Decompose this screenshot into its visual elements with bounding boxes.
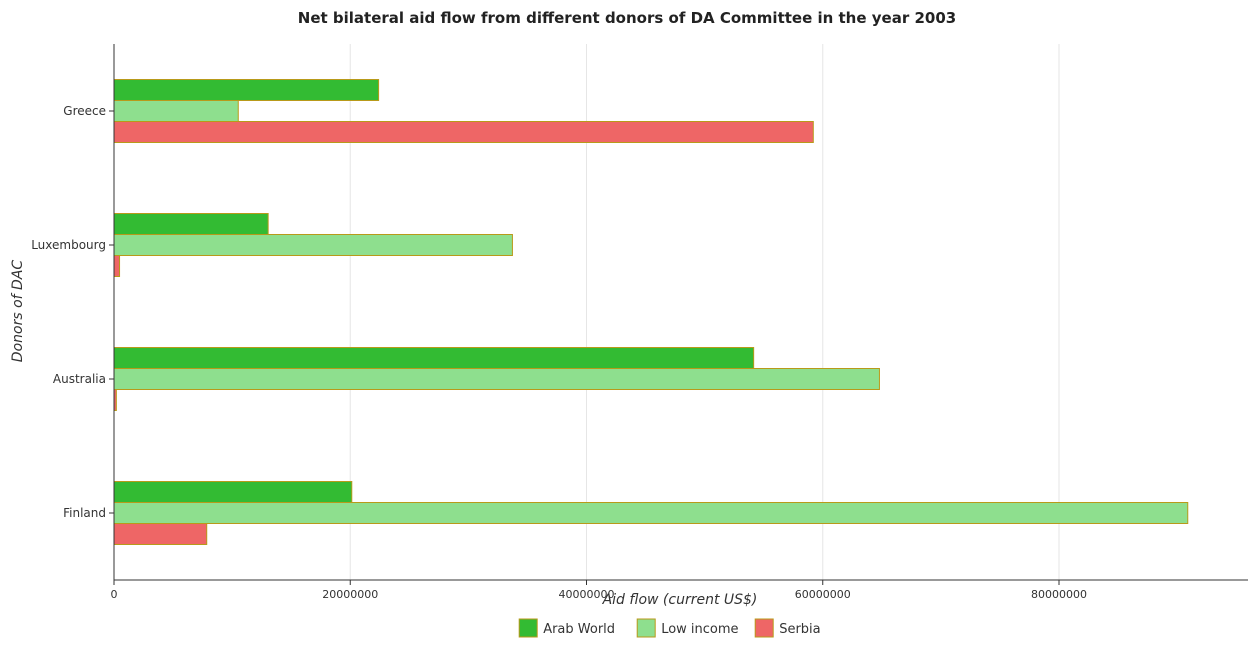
legend: Arab World Low income Serbia — [518, 618, 821, 638]
bar-arab-world-finland — [113, 481, 353, 503]
x-tick-label: 0 — [111, 588, 118, 601]
bar-low-income-greece — [113, 100, 239, 122]
legend-swatch — [518, 618, 538, 638]
x-tick-label: 60000000 — [795, 588, 851, 601]
x-tick-label: 40000000 — [559, 588, 615, 601]
bar-arab-world-greece — [113, 79, 380, 101]
legend-swatch — [636, 618, 656, 638]
y-ticks: Greece Luxembourg Australia Finland — [31, 104, 114, 520]
y-tick-label: Finland — [63, 506, 106, 520]
bar-serbia-finland — [113, 523, 208, 545]
y-tick-label: Australia — [53, 372, 106, 386]
bar-arab-world-luxembourg — [113, 213, 269, 235]
y-tick-label: Luxembourg — [31, 238, 106, 252]
bar-serbia-luxembourg — [113, 255, 121, 277]
y-tick-label: Greece — [63, 104, 106, 118]
bar-low-income-australia — [113, 368, 880, 390]
bar-low-income-luxembourg — [113, 234, 513, 256]
legend-label: Serbia — [779, 622, 820, 637]
legend-label: Arab World — [543, 622, 615, 637]
legend-label: Low income — [661, 622, 738, 637]
y-axis-label: Donors of DAC — [10, 260, 26, 363]
chart-title: Net bilateral aid flow from different do… — [298, 9, 956, 27]
bars — [113, 79, 1189, 545]
x-tick-label: 80000000 — [1031, 588, 1087, 601]
bar-arab-world-australia — [113, 347, 755, 369]
bar-serbia-greece — [113, 121, 814, 143]
legend-swatch — [754, 618, 774, 638]
x-ticks: 0 20000000 40000000 60000000 80000000 — [111, 580, 1087, 601]
bar-low-income-finland — [113, 502, 1189, 524]
x-axis-label: Aid flow (current US$) — [602, 592, 758, 608]
x-tick-label: 20000000 — [322, 588, 378, 601]
